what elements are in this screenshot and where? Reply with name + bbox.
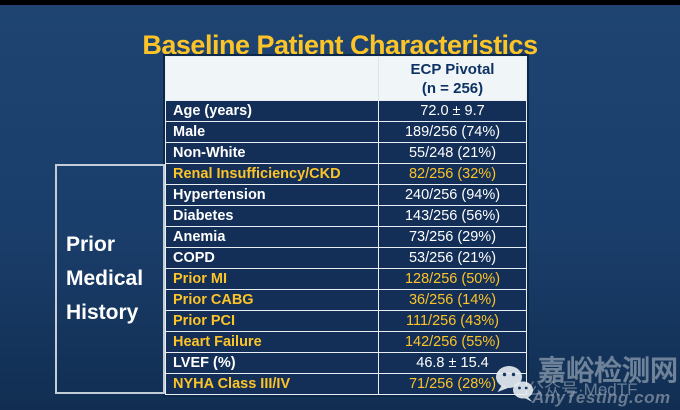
row-value: 36/256 (14%) <box>379 290 526 310</box>
table-row: Male 189/256 (74%) <box>166 122 526 142</box>
table-row: Hypertension 240/256 (94%) <box>166 185 526 205</box>
table-header-study-name: ECP Pivotal <box>410 60 495 78</box>
table-header-sample-size: (n = 256) <box>421 79 484 97</box>
table-row: Anemia 73/256 (29%) <box>166 227 526 247</box>
row-label: Hypertension <box>166 185 378 205</box>
table-row: Heart Failure 142/256 (55%) <box>166 332 526 352</box>
table-header-study-cell: ECP Pivotal (n = 256) <box>378 57 526 100</box>
table-row: LVEF (%) 46.8 ± 15.4 <box>166 353 526 373</box>
row-label: Anemia <box>166 227 378 247</box>
row-label: Prior MI <box>166 269 378 289</box>
row-value: 143/256 (56%) <box>379 206 526 226</box>
row-value: 142/256 (55%) <box>379 332 526 352</box>
row-label: NYHA Class III/IV <box>166 374 378 394</box>
table-row: Age (years) 72.0 ± 9.7 <box>166 101 526 121</box>
side-label-line: Prior <box>66 233 116 256</box>
row-value: 46.8 ± 15.4 <box>379 353 526 373</box>
row-label: Male <box>166 122 378 142</box>
row-value: 71/256 (28%) <box>379 374 526 394</box>
table-row: Prior PCI 111/256 (43%) <box>166 311 526 331</box>
row-label: Renal Insufficiency/CKD <box>166 164 378 184</box>
row-label: Prior PCI <box>166 311 378 331</box>
side-label-line: History <box>66 301 139 324</box>
row-value: 53/256 (21%) <box>379 248 526 268</box>
row-value: 72.0 ± 9.7 <box>379 101 526 121</box>
row-value: 240/256 (94%) <box>379 185 526 205</box>
table-row: Non-White 55/248 (21%) <box>166 143 526 163</box>
row-value: 189/256 (74%) <box>379 122 526 142</box>
wechat-icon <box>496 366 533 402</box>
row-label: COPD <box>166 248 378 268</box>
row-value: 55/248 (21%) <box>379 143 526 163</box>
table-header-row: ECP Pivotal (n = 256) <box>166 57 526 100</box>
watermark-site-name: 嘉峪检测网 <box>538 355 679 386</box>
table-row: Prior CABG 36/256 (14%) <box>166 290 526 310</box>
watermark-account: 公众号·MedTF <box>527 380 638 399</box>
patient-characteristics-table: ECP Pivotal (n = 256) Age (years) 72.0 ±… <box>165 56 527 395</box>
row-value: 73/256 (29%) <box>379 227 526 247</box>
table-row: Renal Insufficiency/CKD 82/256 (32%) <box>166 164 526 184</box>
table-row: Prior MI 128/256 (50%) <box>166 269 526 289</box>
row-value: 111/256 (43%) <box>379 311 526 331</box>
row-label: Heart Failure <box>166 332 378 352</box>
table-row: COPD 53/256 (21%) <box>166 248 526 268</box>
prior-medical-history-bracket: Prior Medical History <box>55 164 165 394</box>
table-header-empty-cell <box>166 57 378 100</box>
row-label: LVEF (%) <box>166 353 378 373</box>
row-value: 128/256 (50%) <box>379 269 526 289</box>
page-title: Baseline Patient Characteristics <box>142 30 538 61</box>
row-label: Prior CABG <box>166 290 378 310</box>
table-body: Age (years) 72.0 ± 9.7 Male 189/256 (74%… <box>166 101 526 394</box>
row-value: 82/256 (32%) <box>379 164 526 184</box>
side-label-line: Medical <box>66 267 144 290</box>
row-label: Age (years) <box>166 101 378 121</box>
table-row: NYHA Class III/IV 71/256 (28%) <box>166 374 526 394</box>
top-black-bar <box>0 0 680 5</box>
table-row: Diabetes 143/256 (56%) <box>166 206 526 226</box>
row-label: Diabetes <box>166 206 378 226</box>
row-label: Non-White <box>166 143 378 163</box>
watermark-url: AnyTesting.com <box>532 388 671 407</box>
